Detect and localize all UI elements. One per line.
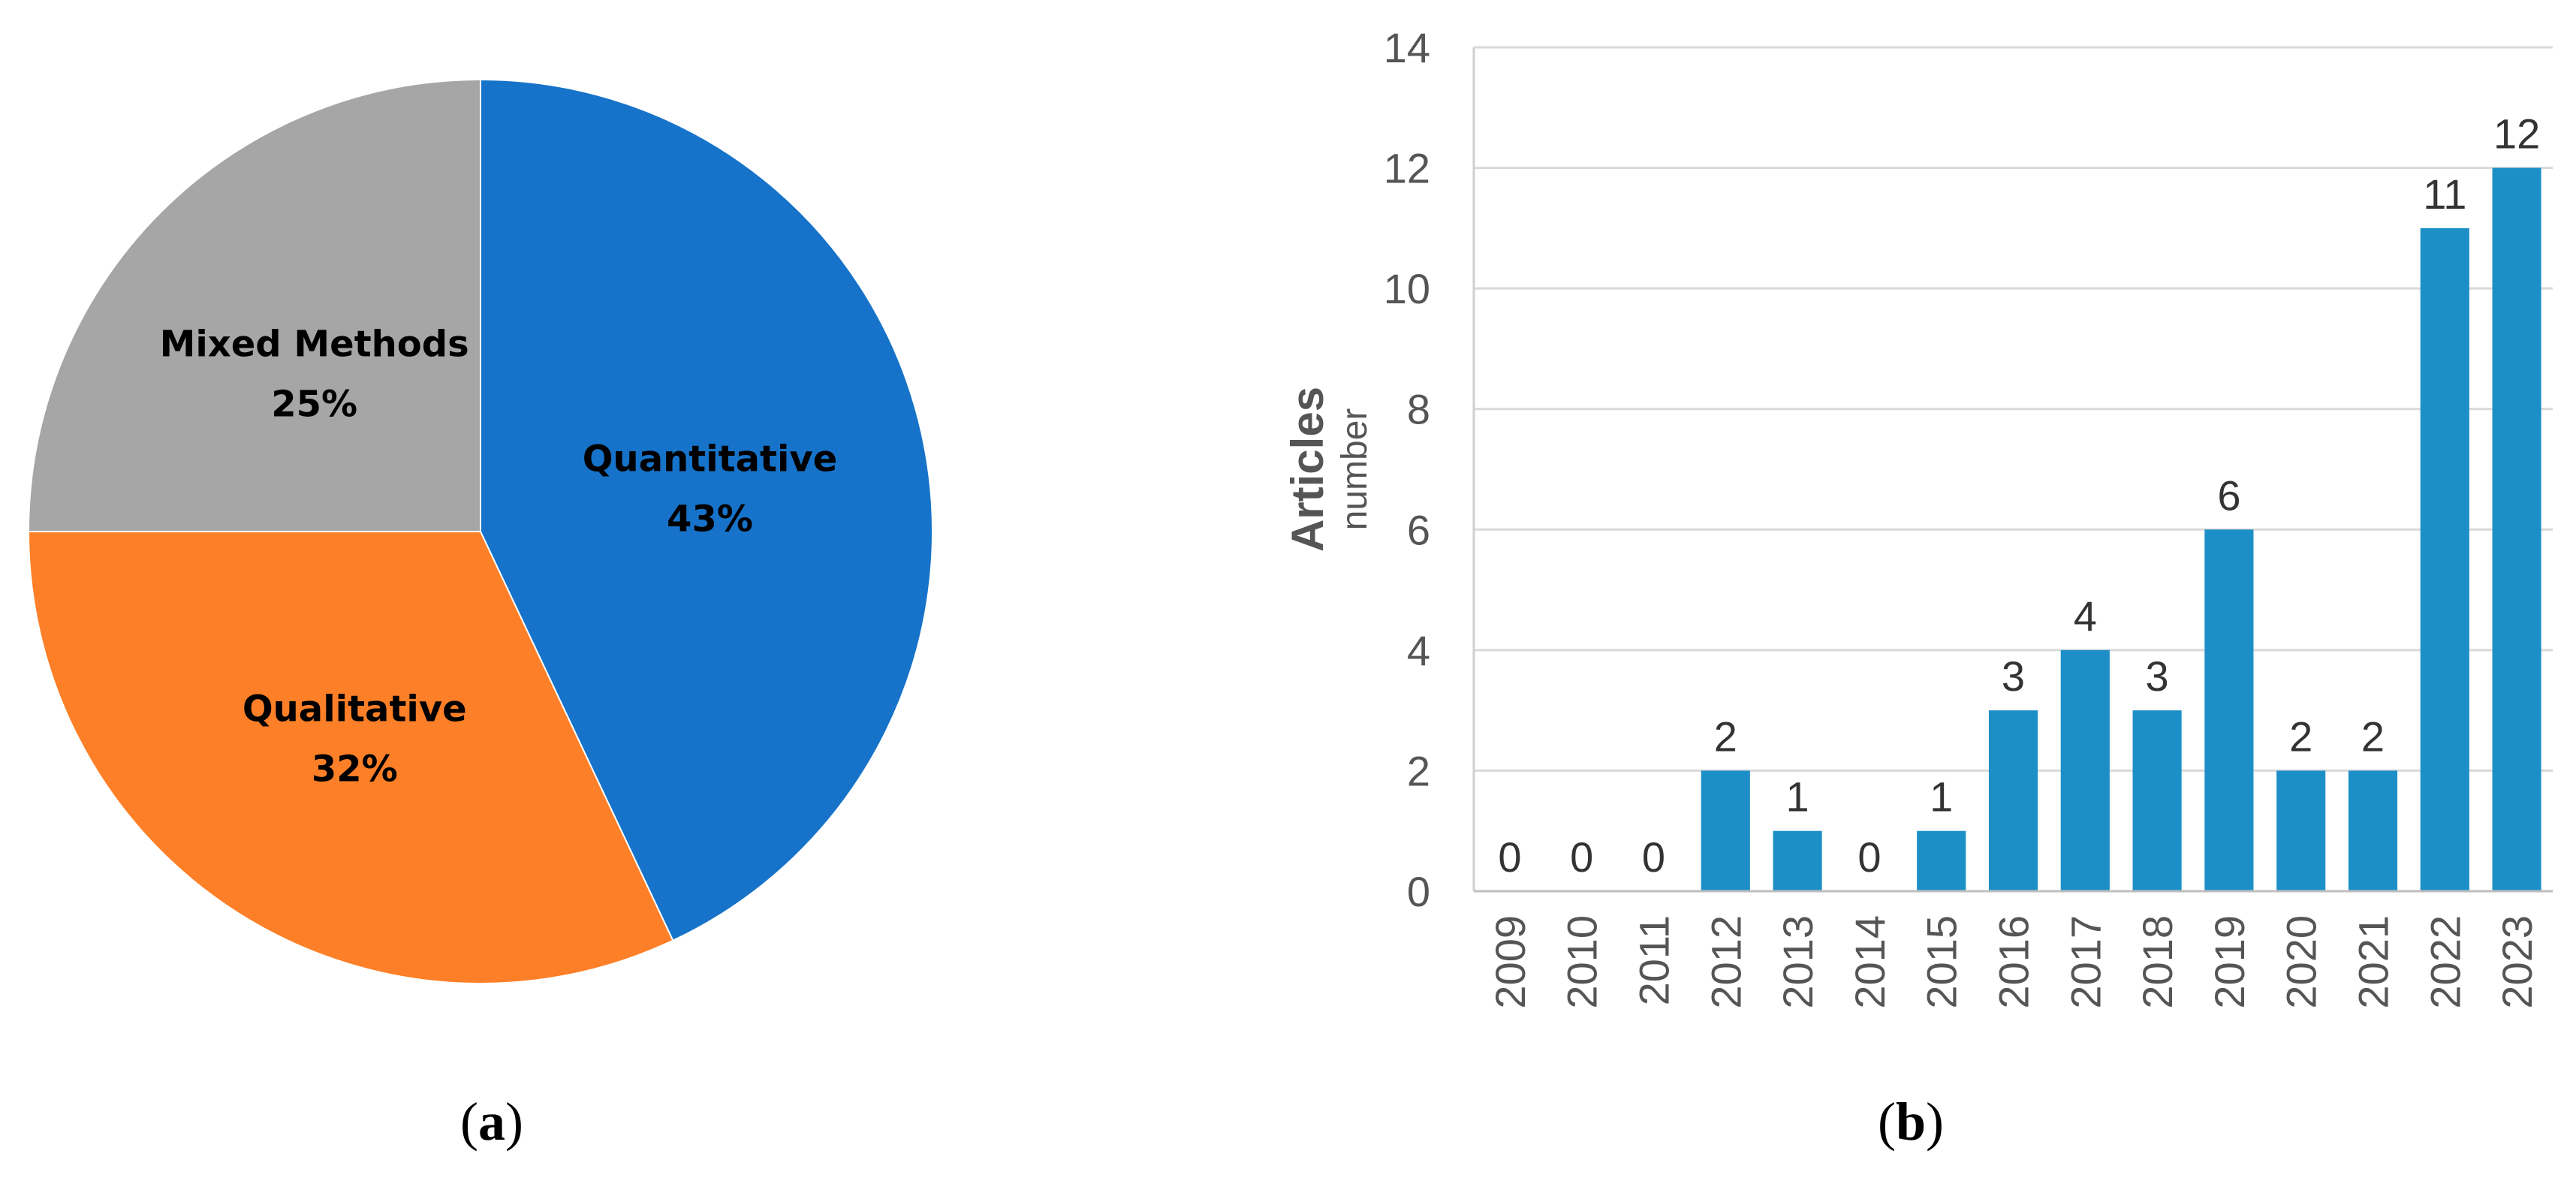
value-label-2010: 0 (1570, 833, 1593, 881)
bar-2023 (2492, 167, 2541, 892)
y-tick-6: 6 (1407, 506, 1430, 553)
value-label-2014: 0 (1857, 833, 1881, 881)
bar-2016 (1988, 710, 2038, 891)
value-label-2023: 12 (2493, 110, 2540, 158)
y-tick-labels: 0 2 4 6 8 10 12 14 (1384, 24, 1430, 915)
y-tick-12: 12 (1384, 145, 1430, 192)
value-label-2022: 11 (2423, 170, 2466, 218)
value-label-2019: 6 (2217, 472, 2240, 519)
bars (1701, 167, 2541, 892)
x-tick-2021: 2021 (2350, 915, 2397, 1009)
x-tick-2019: 2019 (2206, 915, 2253, 1009)
x-tick-2022: 2022 (2421, 915, 2469, 1009)
bar-2012 (1701, 770, 1750, 891)
x-tick-2017: 2017 (2062, 915, 2109, 1009)
x-tick-2012: 2012 (1702, 915, 1749, 1009)
caption-a: (a) (460, 1092, 523, 1152)
y-tick-4: 4 (1407, 627, 1430, 674)
y-tick-8: 8 (1407, 386, 1430, 433)
value-label-2011: 0 (1642, 833, 1665, 881)
pie-slice-mixed-methods (27, 78, 481, 532)
y-tick-0: 0 (1407, 868, 1430, 915)
pie-labels: Quantitative 43% Qualitative 32% Mixed Metho… (160, 324, 838, 791)
y-tick-14: 14 (1384, 24, 1430, 71)
pie-label-quantitative: Quantitative (583, 438, 838, 481)
pie-slices (27, 78, 933, 984)
pie-percent-qualitative: 32% (312, 748, 398, 790)
pie-slice-quantitative (480, 78, 933, 942)
value-label-2016: 3 (2002, 652, 2025, 700)
caption-b: (b) (1878, 1092, 1944, 1152)
x-tick-2010: 2010 (1559, 915, 1606, 1009)
bar-2018 (2132, 710, 2182, 891)
bar-2022 (2420, 227, 2469, 891)
value-label-2017: 4 (2074, 592, 2097, 640)
x-tick-2013: 2013 (1774, 915, 1821, 1009)
bar-2021 (2348, 770, 2398, 891)
pie-percent-quantitative: 43% (667, 499, 753, 541)
x-tick-2015: 2015 (1918, 915, 1966, 1009)
pie-label-mixed-methods: Mixed Methods (160, 324, 469, 366)
bar-2013 (1773, 830, 1822, 891)
x-tick-2011: 2011 (1631, 915, 1678, 1005)
value-label-2009: 0 (1498, 833, 1521, 881)
x-tick-2014: 2014 (1846, 915, 1894, 1009)
bar-2015 (1917, 830, 1966, 891)
y-axis-subtitle: number (1335, 408, 1375, 531)
pie-chart: Quantitative 43% Qualitative 32% Mixed Metho… (27, 78, 933, 1152)
x-tick-labels: 2009 2010 2011 2012 2013 2014 2015 2016 2017 2018… (1487, 915, 2541, 1009)
x-tick-2016: 2016 (1990, 915, 2038, 1009)
y-tick-10: 10 (1384, 265, 1430, 312)
value-label-2013: 1 (1786, 773, 1809, 821)
value-label-2020: 2 (2289, 713, 2312, 760)
bar-2020 (2276, 770, 2326, 891)
value-label-2021: 2 (2361, 713, 2385, 760)
y-tick-2: 2 (1407, 747, 1430, 794)
pie-slice-qualitative (27, 531, 674, 984)
value-label-2012: 2 (1714, 713, 1737, 760)
value-label-2015: 1 (1930, 773, 1953, 821)
bar-2017 (2060, 649, 2110, 891)
pie-label-qualitative: Qualitative (243, 688, 467, 730)
value-label-2018: 3 (2146, 652, 2169, 700)
pie-percent-mixed-methods: 25% (271, 384, 357, 426)
bar-2019 (2204, 529, 2254, 891)
x-tick-2009: 2009 (1487, 915, 1534, 1009)
x-tick-2023: 2023 (2493, 915, 2541, 1009)
x-tick-2018: 2018 (2134, 915, 2181, 1009)
x-tick-2020: 2020 (2278, 915, 2325, 1009)
y-axis-title: Articles (1282, 387, 1333, 552)
